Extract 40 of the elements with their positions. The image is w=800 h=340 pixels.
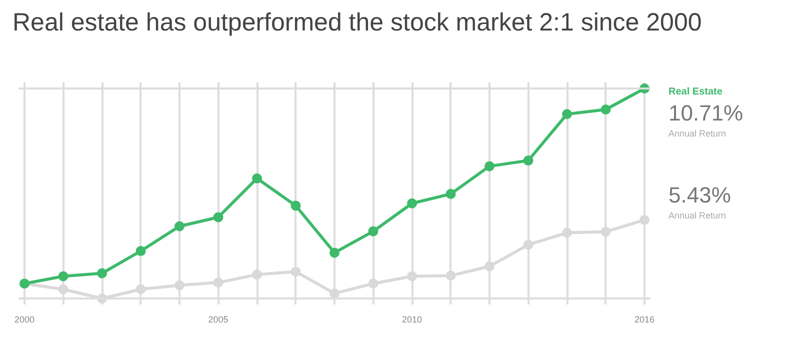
x-tick-label: 2005 [208, 314, 228, 324]
text: 5.43% [668, 182, 731, 208]
point [446, 270, 456, 281]
point [484, 261, 494, 272]
point [97, 268, 107, 278]
text: Annual Return [668, 210, 726, 220]
point [290, 266, 301, 277]
point [330, 248, 340, 258]
point [136, 284, 146, 294]
point [58, 284, 68, 294]
x-tick-label: 2016 [634, 314, 655, 324]
point [252, 270, 262, 280]
point [484, 161, 494, 172]
point [213, 212, 224, 222]
point [252, 173, 262, 184]
text: 10.71% [668, 100, 744, 126]
point [446, 188, 456, 199]
series-label: Real Estate [668, 86, 723, 98]
point [562, 228, 572, 238]
x-tick-label: 2000 [14, 314, 35, 324]
point [174, 221, 184, 232]
point [368, 226, 378, 236]
point [523, 156, 534, 166]
point [562, 109, 572, 120]
point [407, 198, 417, 208]
point [330, 288, 340, 298]
point [523, 240, 534, 250]
point [640, 214, 650, 225]
x-tick-label: 2010 [402, 314, 422, 324]
point [290, 200, 301, 211]
point [600, 226, 611, 237]
point [368, 278, 378, 289]
point [213, 278, 224, 288]
point [600, 104, 611, 114]
point [174, 280, 184, 290]
point [136, 246, 146, 256]
point [58, 271, 68, 282]
chart-title: Real estate has outperformed the stock market 2:1 since 2000 [12, 8, 702, 36]
text: Annual Return [668, 128, 726, 138]
point [407, 271, 417, 282]
